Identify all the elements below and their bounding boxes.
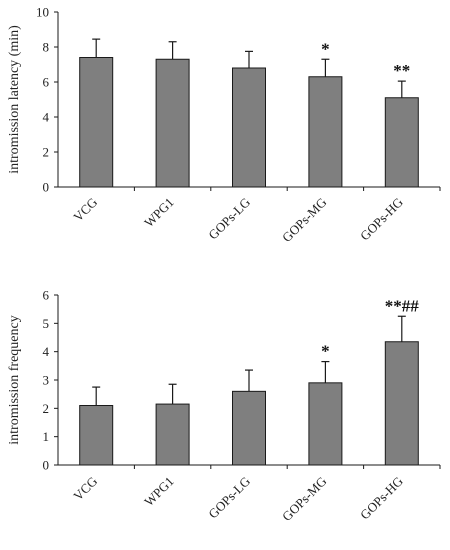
x-category-label: VCG <box>70 474 100 504</box>
bar-GOPs-HG <box>384 97 419 188</box>
x-category-label: GOPs-LG <box>205 474 253 522</box>
bar-GOPs-LG <box>232 390 266 466</box>
bar-VCG <box>79 57 114 188</box>
x-category-label: GOPs-MG <box>279 474 329 524</box>
y-tick-label: 4 <box>43 110 50 125</box>
chart-intromission-frequency: 0 1 2 3 4 5 6 intromission frequency VCG WPG1 GOPs… <box>7 288 441 524</box>
significance-mark: * <box>321 39 330 58</box>
x-category-label: VCG <box>70 195 100 225</box>
x-category-label: WPG1 <box>141 474 177 510</box>
significance-mark: * <box>321 342 330 361</box>
bar-GOPs-MG <box>308 76 343 188</box>
bar-WPG1 <box>155 403 190 466</box>
y-tick-label: 0 <box>43 180 50 195</box>
x-category-label: GOPs-MG <box>279 195 329 245</box>
y-tick-label: 0 <box>43 458 50 473</box>
x-category-label: GOPs-HG <box>357 195 406 244</box>
chart-intromission-latency: 0 2 4 6 8 10 intromission latency (min) VCG WPG1… <box>7 5 441 245</box>
x-category-label: GOPs-HG <box>357 474 406 523</box>
significance-mark: **## <box>385 296 420 315</box>
y-tick-label: 8 <box>43 40 50 55</box>
y-tick-label: 4 <box>43 344 50 359</box>
y-tick-label: 2 <box>43 401 50 416</box>
y-axis-label: intromission frequency <box>7 315 22 444</box>
y-tick-label: 6 <box>43 75 50 90</box>
x-category-label: GOPs-LG <box>205 195 253 243</box>
bar-GOPs-MG <box>308 382 343 466</box>
y-tick-label: 10 <box>36 5 49 20</box>
bar-GOPs-HG <box>384 341 419 466</box>
bar-VCG <box>79 405 114 466</box>
significance-mark: ** <box>393 61 410 80</box>
bar-GOPs-LG <box>232 67 266 188</box>
y-tick-label: 1 <box>43 429 50 444</box>
y-axis-label: intromission latency (min) <box>7 25 22 174</box>
y-tick-label: 2 <box>43 145 50 160</box>
y-tick-label: 3 <box>43 373 50 388</box>
x-category-label: WPG1 <box>141 195 177 231</box>
bar-WPG1 <box>155 58 190 188</box>
y-tick-label: 6 <box>43 288 50 303</box>
y-tick-label: 5 <box>43 316 50 331</box>
